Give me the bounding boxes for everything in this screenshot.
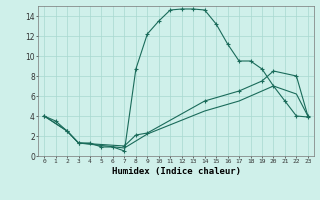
X-axis label: Humidex (Indice chaleur): Humidex (Indice chaleur) bbox=[111, 167, 241, 176]
